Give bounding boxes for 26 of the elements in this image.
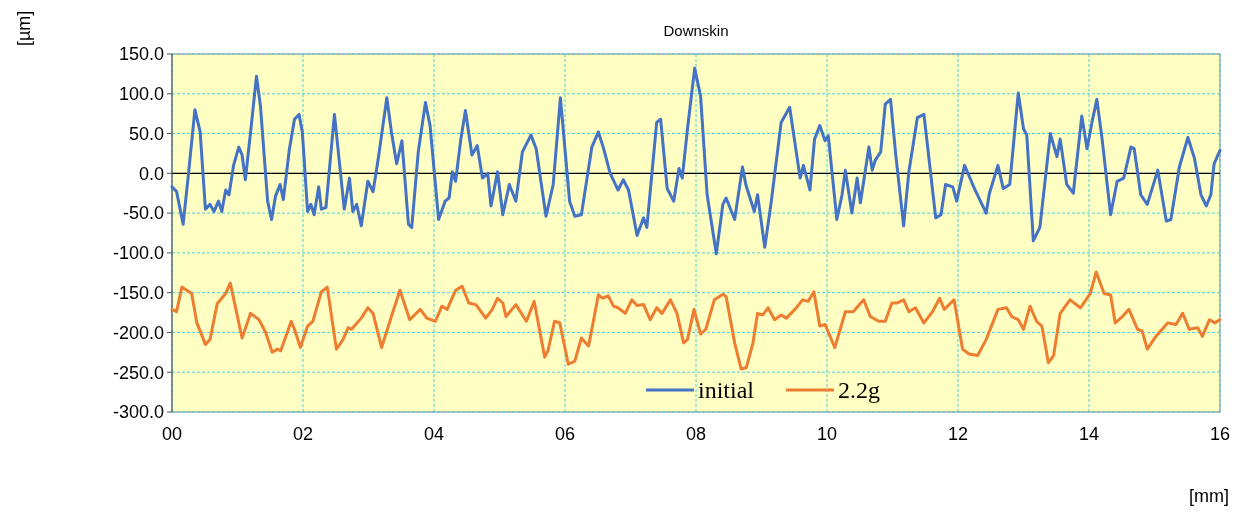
y-tick-label: 0.0 [138, 163, 164, 184]
x-axis-title: [mm] [1189, 486, 1229, 506]
y-axis-title: [µm] [14, 10, 34, 46]
x-tick-label: 00 [161, 424, 183, 444]
chart-title: Downskin [663, 22, 729, 39]
x-tick-label: 04 [423, 424, 445, 444]
x-tick-label: 10 [816, 424, 838, 444]
y-tick-label: 100.0 [118, 84, 164, 105]
x-tick-label: 02 [292, 424, 314, 444]
line-series [170, 270, 1222, 371]
y-tick-label: 150.0 [118, 44, 164, 65]
x-tick-label: 12 [947, 424, 969, 444]
y-tick-label: -100.0 [112, 243, 164, 264]
x-tick-label: 14 [1078, 424, 1100, 444]
legend-label: 2.2g [838, 377, 880, 404]
y-tick-label: -250.0 [112, 362, 164, 383]
line-series [170, 66, 1222, 256]
y-tick-label: -200.0 [112, 322, 164, 343]
y-tick-label: 50.0 [128, 123, 164, 144]
y-tick-label: -50.0 [122, 203, 164, 224]
x-tick-label: 16 [1209, 424, 1231, 444]
legend-label: initial [698, 377, 755, 404]
x-tick-label: 08 [685, 424, 707, 444]
y-tick-label: -300.0 [112, 402, 164, 423]
y-tick-label: -150.0 [112, 282, 164, 303]
x-tick-label: 06 [554, 424, 576, 444]
